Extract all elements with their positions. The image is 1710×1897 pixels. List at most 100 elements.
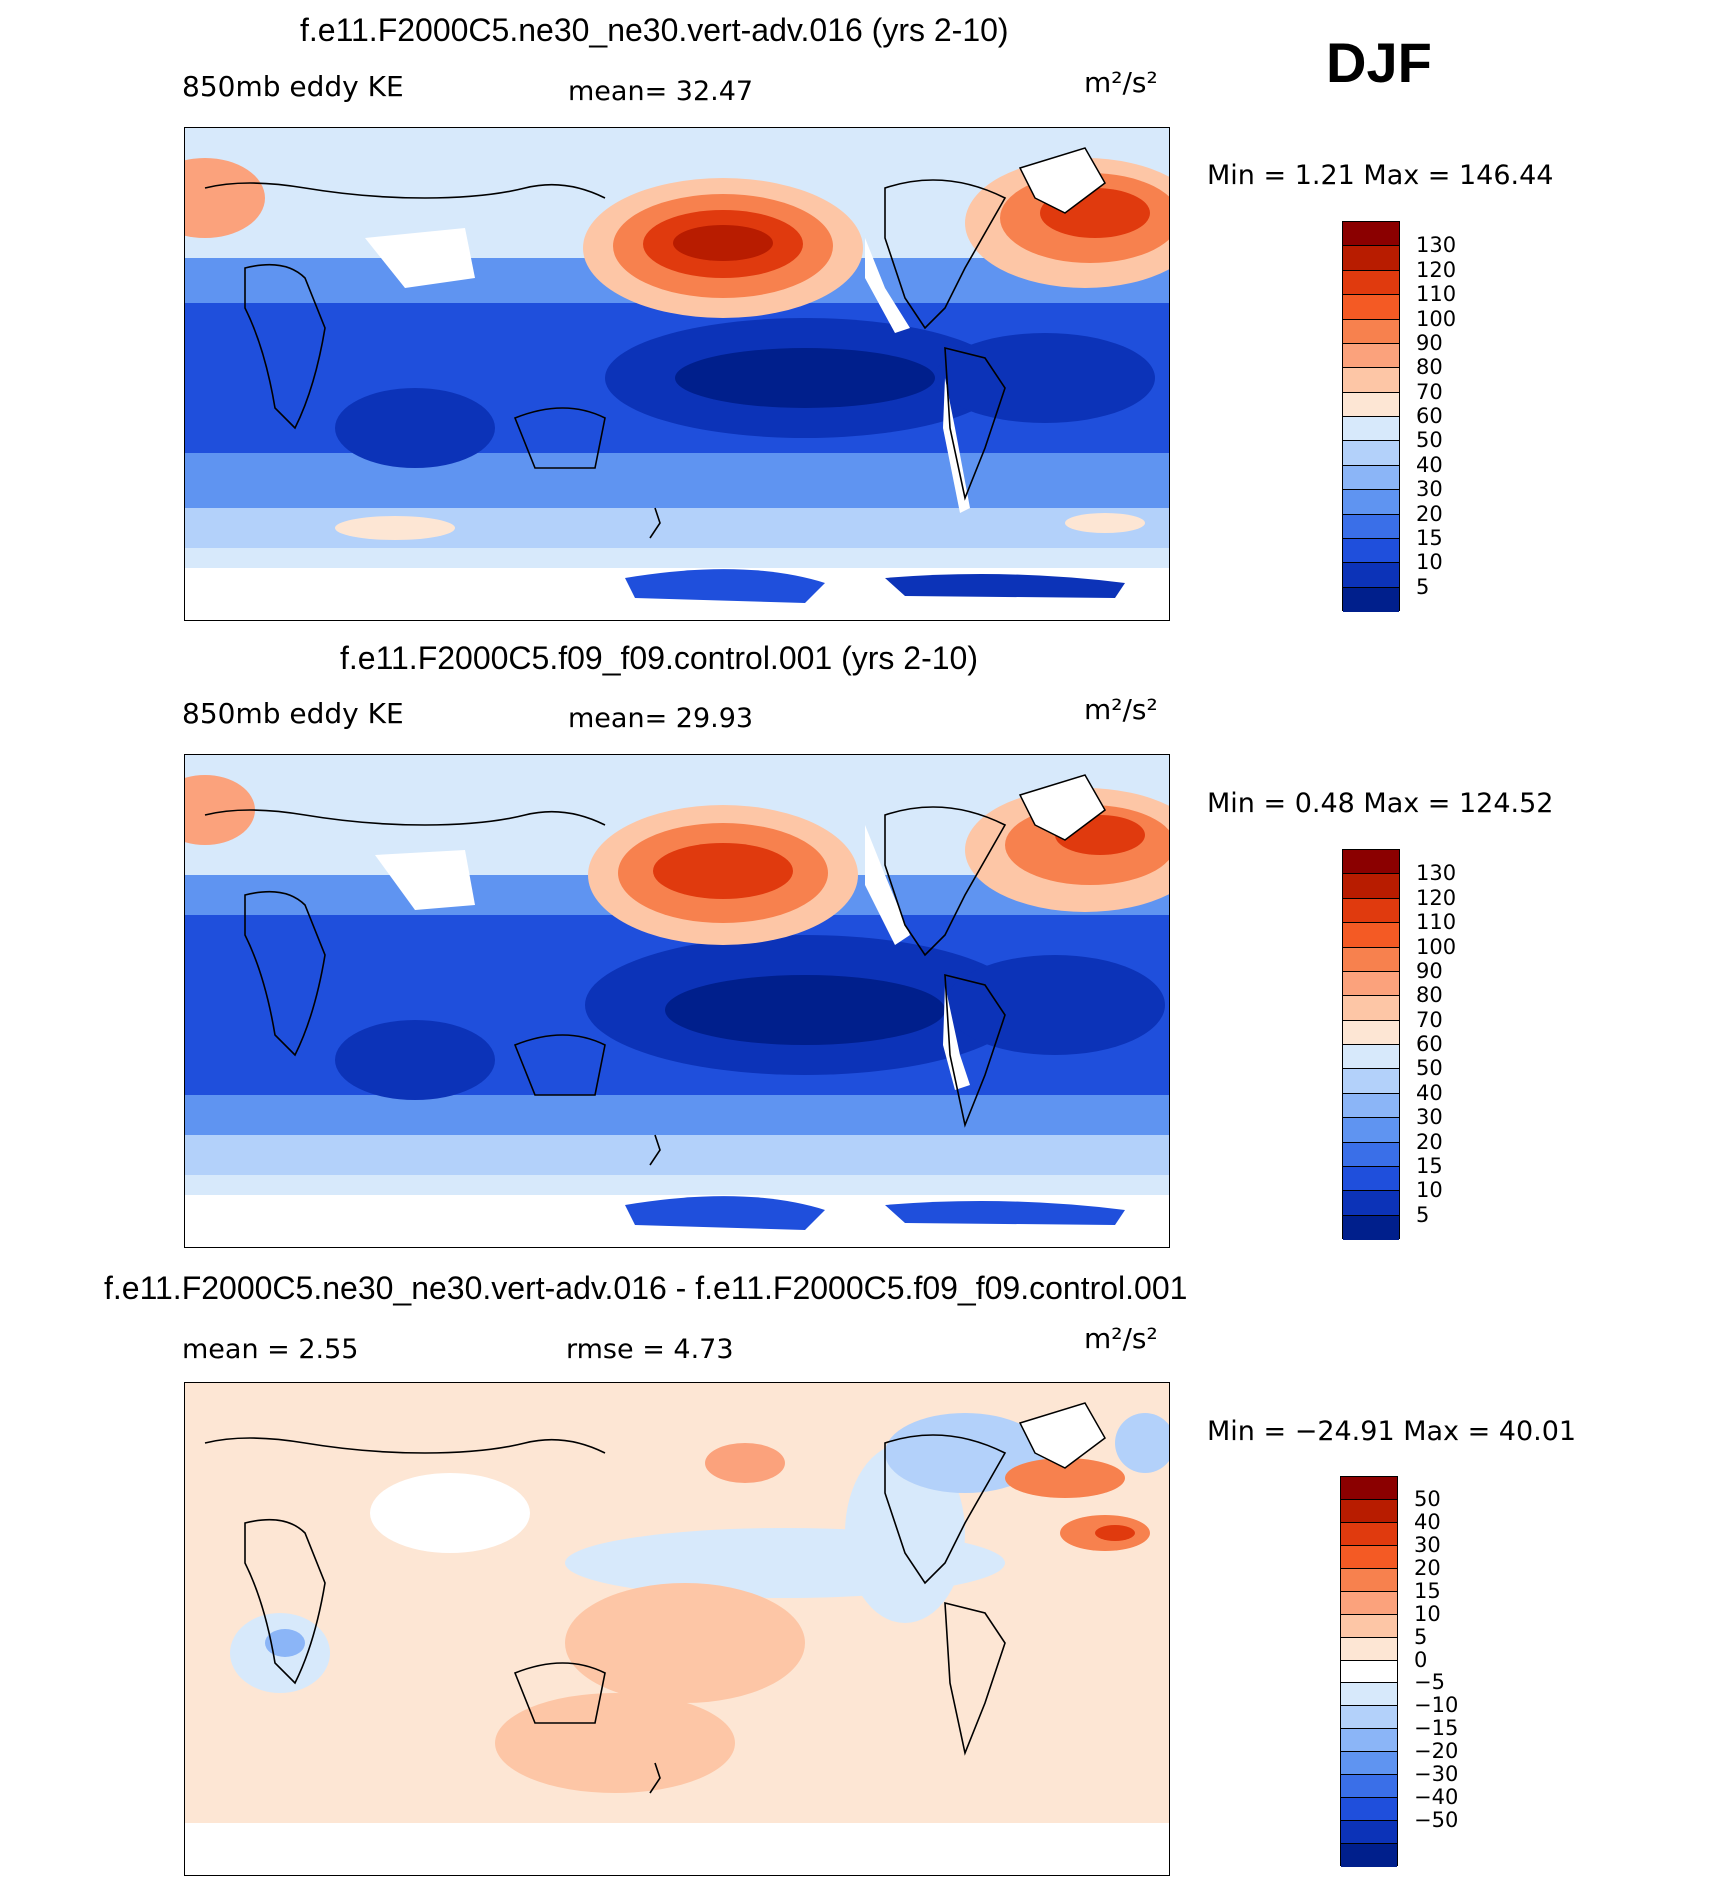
colorbar-swatch <box>1343 1118 1399 1143</box>
panel-3-map-field <box>185 1383 1169 1875</box>
colorbar-swatch <box>1343 850 1399 875</box>
colorbar-tick-label: 70 <box>1416 379 1443 404</box>
colorbar-tick-label: 10 <box>1416 1178 1443 1203</box>
colorbar-swatch <box>1343 1166 1399 1192</box>
colorbar-tick-label: 50 <box>1416 1056 1443 1081</box>
colorbar-swatch <box>1343 514 1399 539</box>
colorbar-tick-label: 80 <box>1416 355 1443 380</box>
colorbar-swatch <box>1343 1191 1399 1216</box>
colorbar-swatch <box>1343 563 1399 588</box>
colorbar-swatch <box>1341 1729 1397 1753</box>
colorbar-swatch <box>1341 1821 1397 1844</box>
colorbar-tick-label: −40 <box>1414 1785 1459 1810</box>
colorbar-swatch <box>1343 222 1399 247</box>
colorbar-swatch <box>1341 1798 1397 1822</box>
colorbar-tick-label: 15 <box>1416 1153 1443 1178</box>
colorbar-tick-label: 120 <box>1416 885 1457 910</box>
colorbar-tick-label: 90 <box>1416 330 1443 355</box>
colorbar-swatch <box>1343 490 1399 515</box>
colorbar-swatch <box>1343 441 1399 466</box>
panel-1-variable-label: 850mb eddy KE <box>182 70 404 103</box>
colorbar-tick-label: −15 <box>1414 1716 1459 1741</box>
colorbar-tick-label: 20 <box>1416 501 1443 526</box>
colorbar-swatch <box>1341 1706 1397 1730</box>
colorbar-tick-label: 50 <box>1416 428 1443 453</box>
colorbar-tick-label: 60 <box>1416 404 1443 428</box>
colorbar-swatch <box>1343 587 1399 612</box>
panel-2-mean: mean= 29.93 <box>568 703 754 734</box>
colorbar-swatch <box>1341 1522 1397 1546</box>
colorbar-tick-label: 90 <box>1416 958 1443 983</box>
colorbar-swatch <box>1341 1660 1397 1684</box>
colorbar-tick-label: −5 <box>1414 1670 1445 1695</box>
panel-2-map-field <box>185 755 1169 1247</box>
colorbar-tick-label: 20 <box>1416 1129 1443 1154</box>
panel-2-colorbar-swatches <box>1342 849 1400 1240</box>
colorbar-tick-label: −10 <box>1414 1693 1459 1718</box>
colorbar-swatch <box>1343 465 1399 491</box>
colorbar-tick-label: 100 <box>1416 306 1457 331</box>
panel-1-map <box>184 127 1170 621</box>
colorbar-swatch <box>1343 1093 1399 1119</box>
colorbar-tick-label: 70 <box>1416 1007 1443 1032</box>
panel-2-variable-label: 850mb eddy KE <box>182 697 404 730</box>
colorbar-swatch <box>1343 1069 1399 1094</box>
colorbar-tick-label: −30 <box>1414 1762 1459 1787</box>
colorbar-tick-label: 130 <box>1416 861 1457 886</box>
colorbar-swatch <box>1341 1545 1397 1569</box>
panel-2-map <box>184 754 1170 1248</box>
panel-2-units: m²/s² <box>1084 693 1158 726</box>
colorbar-swatch <box>1343 1142 1399 1167</box>
colorbar-swatch <box>1341 1499 1397 1523</box>
colorbar-tick-label: 30 <box>1416 477 1443 502</box>
colorbar-tick-label: 30 <box>1414 1532 1441 1557</box>
panel-1-mean: mean= 32.47 <box>568 76 754 107</box>
colorbar-tick-label: 40 <box>1414 1509 1441 1534</box>
colorbar-swatch <box>1343 996 1399 1021</box>
panel-3-rmse: rmse = 4.73 <box>566 1334 734 1365</box>
panel-1-map-field <box>185 128 1169 620</box>
colorbar-swatch <box>1341 1614 1397 1638</box>
colorbar-tick-label: 100 <box>1416 934 1457 959</box>
colorbar-swatch <box>1341 1844 1397 1867</box>
colorbar-swatch <box>1343 538 1399 564</box>
colorbar-tick-label: 40 <box>1416 1080 1443 1105</box>
colorbar-swatch <box>1341 1477 1397 1500</box>
colorbar-swatch <box>1341 1591 1397 1615</box>
colorbar-tick-label: 5 <box>1416 574 1430 599</box>
colorbar-tick-label: 50 <box>1414 1486 1441 1511</box>
season-label: DJF <box>1326 31 1432 94</box>
panel-1-title: f.e11.F2000C5.ne30_ne30.vert-adv.016 (yr… <box>300 12 1009 48</box>
panel-1-minmax: Min = 1.21 Max = 146.44 <box>1207 160 1554 191</box>
panel-3-map <box>184 1382 1170 1876</box>
panel-3-mean: mean = 2.55 <box>182 1334 359 1365</box>
panel-3-units: m²/s² <box>1084 1322 1158 1355</box>
colorbar-tick-label: 110 <box>1416 282 1457 307</box>
colorbar-tick-label: 0 <box>1414 1647 1428 1672</box>
colorbar-tick-label: 120 <box>1416 257 1457 282</box>
colorbar-swatch <box>1341 1775 1397 1799</box>
colorbar-swatch <box>1343 971 1399 997</box>
colorbar-swatch <box>1343 270 1399 296</box>
panel-3-minmax: Min = −24.91 Max = 40.01 <box>1207 1416 1577 1447</box>
panel-2-minmax: Min = 0.48 Max = 124.52 <box>1207 788 1554 819</box>
colorbar-swatch <box>1343 295 1399 320</box>
colorbar-tick-label: 130 <box>1416 233 1457 258</box>
colorbar-swatch <box>1343 874 1399 899</box>
colorbar-swatch <box>1343 368 1399 393</box>
colorbar-swatch <box>1343 343 1399 369</box>
colorbar-swatch <box>1343 1020 1399 1045</box>
colorbar-tick-label: 80 <box>1416 983 1443 1008</box>
panel-3-title: f.e11.F2000C5.ne30_ne30.vert-adv.016 - f… <box>104 1270 1188 1306</box>
colorbar-tick-label: 5 <box>1414 1624 1428 1649</box>
colorbar-tick-label: 10 <box>1414 1601 1441 1626</box>
colorbar-tick-label: 15 <box>1416 525 1443 550</box>
colorbar-tick-label: 15 <box>1414 1578 1441 1603</box>
colorbar-tick-label: 110 <box>1416 910 1457 935</box>
panel-3-colorbar-swatches <box>1340 1476 1398 1867</box>
colorbar-swatch <box>1343 417 1399 442</box>
colorbar-swatch <box>1341 1683 1397 1707</box>
colorbar-swatch <box>1341 1568 1397 1592</box>
colorbar-swatch <box>1343 923 1399 948</box>
colorbar-tick-label: −20 <box>1414 1739 1459 1764</box>
